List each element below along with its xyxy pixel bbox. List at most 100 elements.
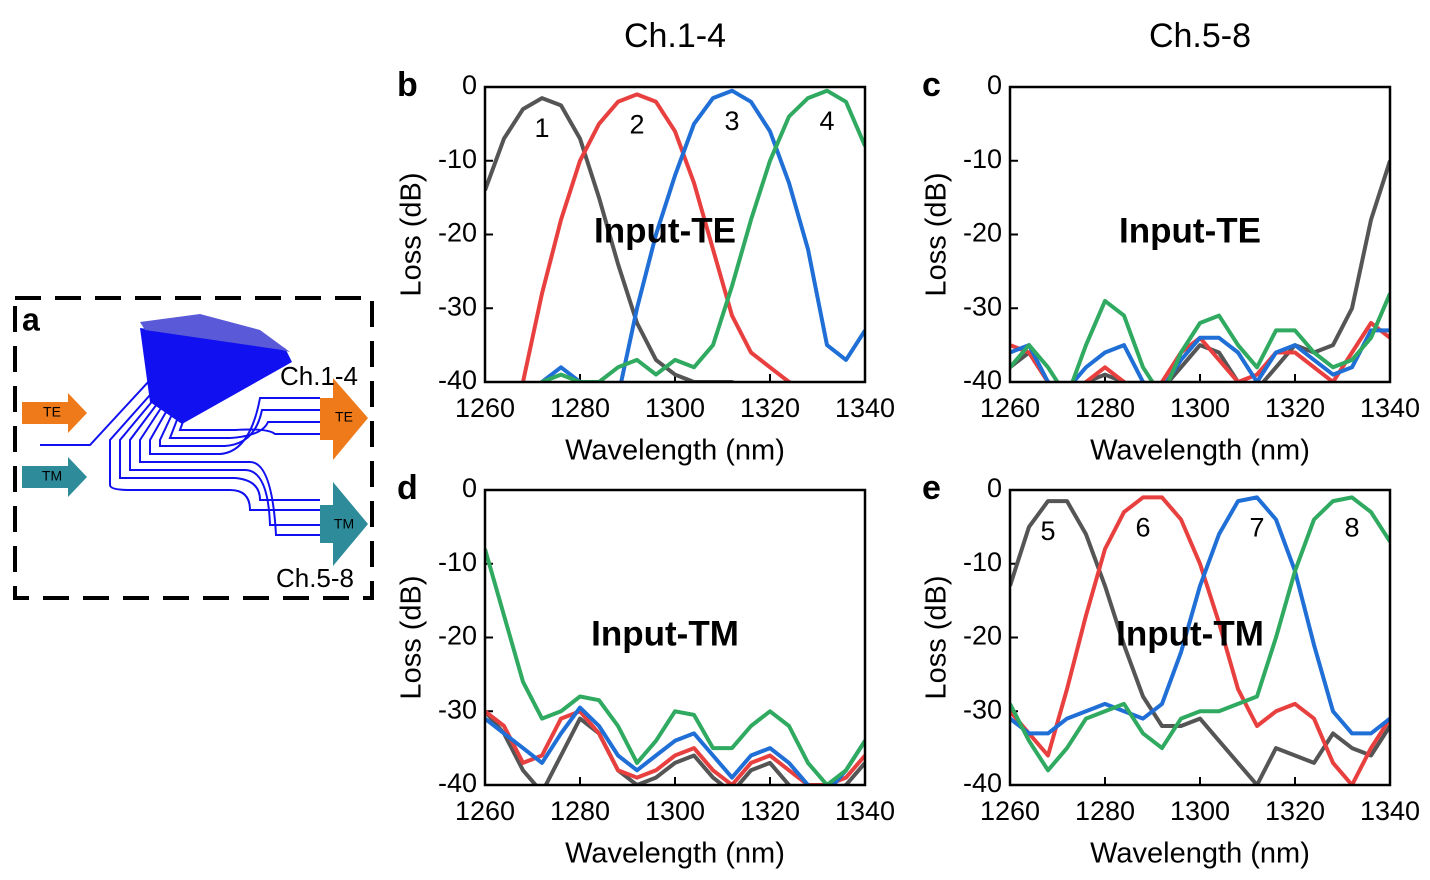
diagram-frame: [13, 296, 374, 600]
x-tick-label: 1340: [835, 393, 895, 423]
x-axis-title: Wavelength (nm): [1090, 435, 1310, 467]
series-line: [485, 96, 793, 382]
panel-label: b: [397, 66, 418, 104]
y-tick-label: -30: [438, 694, 477, 724]
x-tick-label: 1260: [455, 393, 515, 423]
y-tick-label: -30: [963, 291, 1002, 321]
series-line: [1010, 495, 1390, 736]
port-label: Ch.1-4: [280, 361, 358, 391]
y-tick-label: -20: [963, 621, 1002, 651]
grating-fan: [140, 328, 292, 424]
x-tick-label: 1300: [645, 393, 705, 423]
waveguides: [40, 379, 320, 536]
panel-label: a: [22, 301, 40, 337]
y-axis-title: Loss (dB): [921, 172, 953, 296]
peak-label: 7: [1249, 513, 1264, 543]
y-tick-label: -40: [963, 365, 1002, 395]
diagram: a TE TM TE TM Ch.1-4 Ch.5-8: [13, 296, 374, 600]
tm-arrow: [22, 457, 87, 497]
x-tick-label: 1260: [455, 796, 515, 826]
series-line: [1010, 328, 1390, 382]
y-tick-label: -10: [438, 144, 477, 174]
plot-frame: [1008, 85, 1392, 384]
peak-label: 4: [819, 106, 834, 136]
x-tick-label: 1300: [1170, 393, 1230, 423]
x-tick-label: 1320: [1265, 796, 1325, 826]
y-tick-label: -20: [438, 218, 477, 248]
input-label: TE: [43, 404, 61, 420]
y-tick-label: -30: [963, 694, 1002, 724]
annotation: Input-TE: [1119, 211, 1261, 250]
y-tick-label: 0: [462, 473, 477, 503]
x-tick-label: 1280: [1075, 393, 1135, 423]
x-tick-label: 1280: [1075, 796, 1135, 826]
plot-frame: [483, 85, 867, 384]
series-line: [1010, 160, 1390, 382]
y-axis-title: Loss (dB): [396, 575, 428, 699]
y-tick-label: -10: [438, 547, 477, 577]
y-tick-label: -20: [963, 218, 1002, 248]
x-tick-label: 1320: [740, 796, 800, 826]
output-label: TE: [335, 409, 353, 425]
x-tick-label: 1280: [550, 393, 610, 423]
peak-label: 6: [1135, 513, 1150, 543]
x-tick-label: 1300: [1170, 796, 1230, 826]
x-tick-label: 1340: [1360, 393, 1420, 423]
y-axis-title: Loss (dB): [396, 172, 428, 296]
peak-label: 1: [534, 113, 549, 143]
x-axis-title: Wavelength (nm): [565, 435, 785, 467]
peak-label: 2: [629, 110, 644, 140]
tm-output-arrow: [320, 482, 368, 566]
x-tick-label: 1340: [1360, 796, 1420, 826]
series-line: [485, 709, 865, 785]
series-line: [538, 88, 865, 382]
x-tick-label: 1280: [550, 796, 610, 826]
grating-teeth: [140, 314, 290, 352]
series-line: [538, 88, 865, 382]
peak-label: 5: [1040, 516, 1055, 546]
x-tick-label: 1260: [980, 393, 1040, 423]
column-title: Ch.1-4: [624, 17, 726, 55]
panel-label: e: [922, 469, 941, 507]
y-tick-label: 0: [462, 70, 477, 100]
y-tick-label: 0: [987, 70, 1002, 100]
annotation: Input-TM: [1116, 614, 1264, 653]
x-tick-label: 1300: [645, 796, 705, 826]
peak-label: 3: [724, 106, 739, 136]
plot-frame: [1008, 488, 1392, 787]
series-line: [485, 709, 865, 785]
y-tick-label: -40: [438, 768, 477, 798]
series-line: [1010, 495, 1390, 785]
series-line: [485, 548, 865, 785]
annotation: Input-TM: [591, 614, 739, 653]
series-line: [485, 705, 865, 785]
peak-label: 8: [1344, 513, 1359, 543]
input-label: TM: [42, 468, 62, 484]
y-tick-label: 0: [987, 473, 1002, 503]
x-axis-title: Wavelength (nm): [1090, 838, 1310, 870]
y-tick-label: -20: [438, 621, 477, 651]
y-axis-title: Loss (dB): [921, 575, 953, 699]
te-arrow: [22, 393, 87, 433]
plot-frame: [483, 488, 867, 787]
x-tick-label: 1320: [1265, 393, 1325, 423]
series-line: [1010, 292, 1390, 382]
series-line: [1010, 495, 1390, 773]
annotation: Input-TE: [594, 211, 736, 250]
y-tick-label: -40: [438, 365, 477, 395]
column-title: Ch.5-8: [1149, 17, 1251, 55]
x-axis-title: Wavelength (nm): [565, 838, 785, 870]
port-label: Ch.5-8: [276, 563, 354, 593]
y-tick-label: -30: [438, 291, 477, 321]
y-tick-label: -40: [963, 768, 1002, 798]
x-tick-label: 1260: [980, 796, 1040, 826]
y-tick-label: -10: [963, 547, 1002, 577]
series-line: [1010, 321, 1390, 382]
y-tick-label: -10: [963, 144, 1002, 174]
panel-label: c: [922, 66, 941, 104]
